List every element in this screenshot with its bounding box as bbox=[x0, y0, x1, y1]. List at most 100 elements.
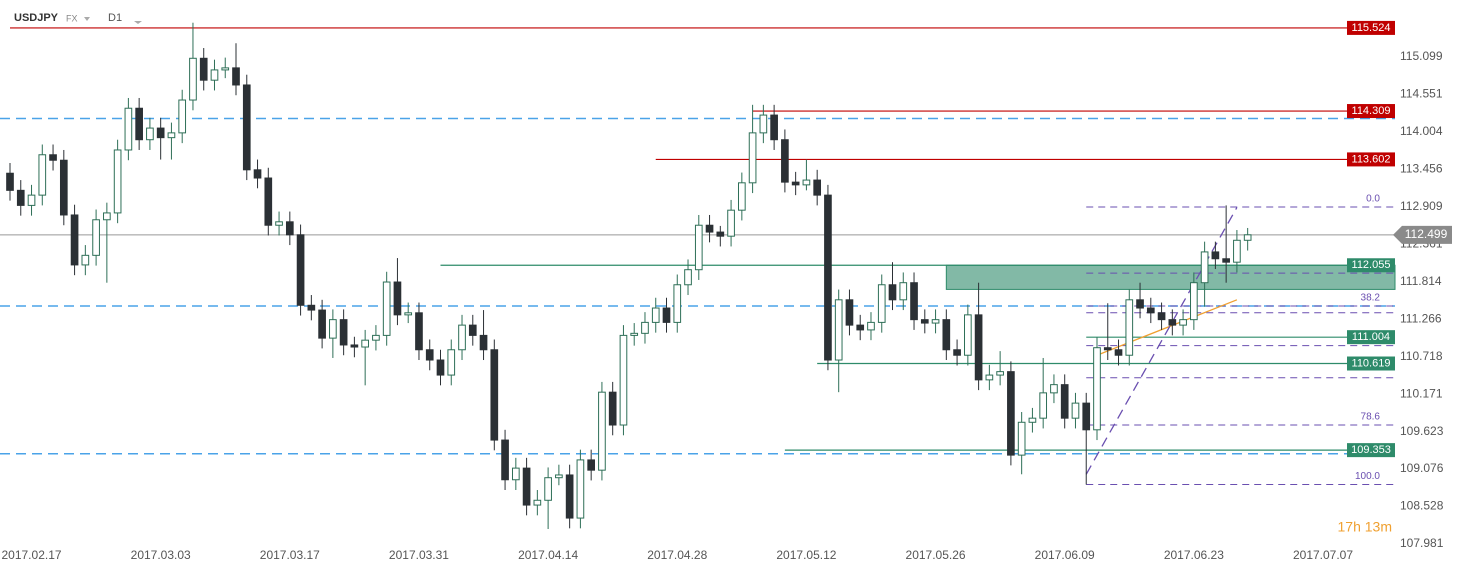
candle-body bbox=[242, 84, 251, 171]
y-tick-label: 112.909 bbox=[1400, 199, 1443, 213]
candle-body bbox=[436, 359, 445, 376]
y-tick-label: 109.623 bbox=[1400, 424, 1444, 438]
candle-body bbox=[285, 221, 294, 236]
level-label: 115.524 bbox=[1352, 22, 1391, 34]
candle-body bbox=[372, 334, 380, 341]
candle-body bbox=[6, 172, 14, 191]
candle-body bbox=[199, 57, 208, 81]
last-price-tag bbox=[1393, 225, 1452, 244]
candle-body bbox=[673, 284, 682, 323]
x-tick-label: 2017.06.09 bbox=[1035, 548, 1095, 562]
candle-body bbox=[641, 321, 649, 334]
level-label: 112.055 bbox=[1352, 259, 1391, 271]
candle-body bbox=[974, 314, 983, 381]
candle-body bbox=[651, 307, 660, 323]
y-tick-label: 107.981 bbox=[1400, 536, 1444, 550]
candle-body bbox=[1028, 417, 1037, 423]
candle-body bbox=[146, 127, 154, 141]
candle-body bbox=[307, 304, 316, 311]
x-tick-label: 2017.04.28 bbox=[647, 548, 707, 562]
level-label: 110.619 bbox=[1352, 357, 1391, 369]
candle-body bbox=[555, 474, 563, 479]
candle-body bbox=[38, 154, 47, 196]
candle-body bbox=[393, 281, 402, 316]
market-dropdown[interactable] bbox=[84, 17, 90, 21]
candle-body bbox=[318, 309, 326, 339]
candle-body bbox=[1114, 349, 1123, 356]
candle-body bbox=[867, 321, 875, 331]
candle-body bbox=[522, 467, 531, 506]
candle-body bbox=[1017, 421, 1026, 456]
market[interactable]: FX bbox=[66, 13, 78, 23]
candle-body bbox=[694, 224, 703, 271]
candle-body bbox=[996, 371, 1004, 376]
candle-body bbox=[1039, 392, 1048, 419]
candle-body bbox=[845, 299, 854, 326]
candle-body bbox=[1103, 347, 1112, 351]
y-tick-label: 111.266 bbox=[1400, 311, 1442, 325]
candle-body bbox=[781, 139, 789, 183]
candle-body bbox=[565, 474, 574, 519]
level-label-box bbox=[1347, 356, 1395, 371]
timeframe-dropdown[interactable] bbox=[134, 21, 142, 24]
x-tick-label: 2017.06.23 bbox=[1164, 548, 1224, 562]
candle-body bbox=[404, 312, 413, 316]
x-tick-label: 2017.03.03 bbox=[131, 548, 191, 562]
candle-body bbox=[339, 319, 348, 346]
level-label-box bbox=[1347, 330, 1395, 345]
candle-body bbox=[877, 284, 886, 323]
candle-body bbox=[748, 132, 757, 184]
candle-body bbox=[264, 177, 273, 226]
level-label: 114.309 bbox=[1352, 105, 1391, 117]
candle-body bbox=[888, 284, 897, 301]
candle-body bbox=[329, 319, 337, 339]
candle-body bbox=[587, 459, 596, 471]
x-tick-label: 2017.07.07 bbox=[1293, 548, 1353, 562]
y-tick-label: 108.528 bbox=[1400, 499, 1444, 513]
candle-body bbox=[70, 214, 79, 266]
y-tick-label: 114.551 bbox=[1400, 87, 1443, 101]
candle-body bbox=[1200, 251, 1209, 284]
candle-body bbox=[1136, 299, 1144, 309]
candle-body bbox=[458, 324, 466, 351]
candle-body bbox=[210, 69, 219, 81]
timeframe[interactable]: D1 bbox=[108, 12, 122, 24]
candle-body bbox=[16, 189, 25, 206]
candle-body bbox=[964, 314, 972, 356]
candle-body bbox=[684, 269, 692, 286]
candle-body bbox=[824, 194, 832, 361]
candle-body bbox=[1168, 319, 1177, 326]
candle-body bbox=[275, 221, 283, 226]
candle-body bbox=[1157, 312, 1166, 321]
candle-body bbox=[511, 467, 520, 481]
y-tick-label: 110.171 bbox=[1400, 386, 1443, 400]
level-label: 109.353 bbox=[1351, 444, 1391, 456]
candle-body bbox=[1190, 282, 1198, 321]
candle-body bbox=[716, 231, 725, 237]
candle-body bbox=[544, 477, 552, 501]
y-tick-label: 115.099 bbox=[1400, 49, 1443, 63]
level-label-box bbox=[1347, 20, 1395, 35]
candle-body bbox=[942, 319, 951, 351]
candle-body bbox=[576, 459, 585, 519]
x-tick-label: 2017.03.17 bbox=[260, 548, 320, 562]
candle-body bbox=[113, 149, 122, 214]
candle-body bbox=[985, 374, 994, 381]
x-tick-label: 2017.04.14 bbox=[518, 548, 578, 562]
y-tick-label: 113.456 bbox=[1400, 162, 1443, 176]
candle-body bbox=[856, 324, 865, 331]
candle-body bbox=[490, 349, 499, 441]
candle-body bbox=[468, 324, 477, 336]
fib-label: 38.2 bbox=[1361, 293, 1381, 304]
candle-body bbox=[92, 219, 100, 256]
candle-body bbox=[727, 209, 735, 237]
candle-body bbox=[103, 212, 111, 221]
candle-body bbox=[834, 299, 843, 361]
y-tick-label: 111.814 bbox=[1400, 274, 1442, 288]
level-label: 111.004 bbox=[1352, 331, 1390, 343]
fib-label: 78.6 bbox=[1361, 412, 1381, 423]
candle-body bbox=[81, 254, 90, 266]
candle-body bbox=[608, 391, 617, 426]
candle-body bbox=[737, 182, 746, 211]
